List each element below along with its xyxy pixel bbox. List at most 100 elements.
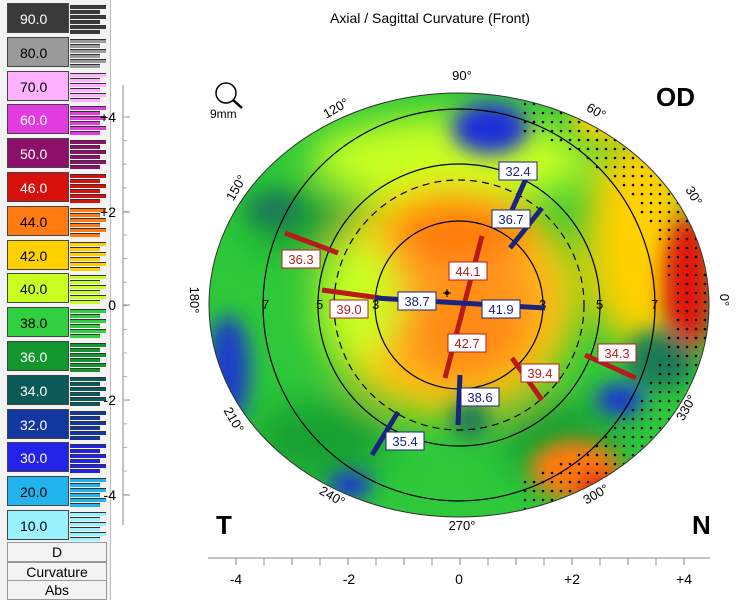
sample-dot	[658, 381, 662, 385]
cornea-outline	[208, 92, 710, 518]
legend-swatch: 70.0	[7, 70, 69, 101]
legend-swatch: 34.0	[7, 374, 69, 405]
zoom-label: 9mm	[210, 107, 237, 121]
sample-dot	[604, 147, 608, 151]
sample-dot	[622, 453, 626, 457]
color-scale-legend: 90.0 80.0 70.0 60.0 50.0 46.0 44.0 42.0 40.0 38.0…	[0, 0, 111, 600]
reading-box	[460, 387, 500, 407]
sample-dot	[541, 111, 545, 115]
sample-dot	[541, 498, 545, 502]
y-tick-label: +4	[100, 109, 116, 125]
sample-dot	[550, 120, 554, 124]
sample-dot	[559, 462, 563, 466]
legend-swatch: 80.0	[7, 36, 69, 67]
reading-value: 38.7	[404, 294, 429, 309]
sample-dot	[523, 498, 527, 502]
reading-labels: 32.4 36.7 36.3 44.1 39.0 38.7 41.9 42.7 39.4 34.3…	[281, 161, 637, 451]
legend-gradation	[70, 138, 108, 170]
sample-dot	[532, 489, 536, 493]
sample-dot	[586, 480, 590, 484]
sample-dot	[667, 372, 671, 376]
sample-dot	[694, 282, 698, 286]
reading-box	[491, 209, 531, 229]
sample-dot	[649, 183, 653, 187]
sample-dot	[559, 138, 563, 142]
sample-dot	[640, 201, 644, 205]
sample-dot	[586, 129, 590, 133]
sample-dot	[640, 192, 644, 196]
sample-dot	[613, 444, 617, 448]
sample-dot	[685, 246, 689, 250]
sample-dot	[532, 111, 536, 115]
legend-swatch: 44.0	[7, 205, 69, 236]
sample-dot	[685, 327, 689, 331]
sample-dot	[676, 237, 680, 241]
sample-dot	[676, 210, 680, 214]
sample-dot	[595, 138, 599, 142]
sample-dot	[631, 435, 635, 439]
sample-dot	[694, 336, 698, 340]
legend-swatch: 20.0	[7, 476, 69, 507]
sample-dot	[694, 255, 698, 259]
sample-dot	[658, 228, 662, 232]
sample-dot	[694, 291, 698, 295]
reading-value: 36.3	[288, 252, 313, 267]
sample-dot	[649, 408, 653, 412]
sample-dot	[694, 273, 698, 277]
sample-dot	[694, 327, 698, 331]
sample-dot	[541, 120, 545, 124]
sample-dot	[685, 264, 689, 268]
sample-dot	[532, 498, 536, 502]
sample-dot	[703, 309, 707, 313]
sample-dot	[676, 309, 680, 313]
sample-dot	[631, 408, 635, 412]
y-tick-label: -4	[104, 487, 117, 503]
sample-dot	[649, 210, 653, 214]
sample-dot	[532, 480, 536, 484]
sample-dot	[658, 219, 662, 223]
sample-dot	[685, 363, 689, 367]
sample-dot	[694, 246, 698, 250]
angle-label: 180°	[187, 287, 202, 314]
sample-dot	[613, 435, 617, 439]
sample-dot	[667, 381, 671, 385]
sample-dot	[613, 453, 617, 457]
sample-dot	[622, 417, 626, 421]
temporal-label: T	[216, 510, 232, 540]
sample-dot	[640, 165, 644, 169]
angle-label: 270°	[449, 518, 476, 533]
sample-dot	[649, 435, 653, 439]
sample-dot	[658, 372, 662, 376]
angle-label: 0°	[717, 294, 732, 306]
sample-dot	[586, 462, 590, 466]
sample-dot	[703, 300, 707, 304]
sample-dot	[667, 228, 671, 232]
sample-dot	[613, 174, 617, 178]
sample-dot	[685, 345, 689, 349]
sample-dot	[685, 372, 689, 376]
sample-dot	[604, 156, 608, 160]
reading-value: 36.7	[498, 212, 523, 227]
sample-dot	[667, 201, 671, 205]
sample-dot	[694, 363, 698, 367]
sample-dot	[694, 264, 698, 268]
sample-dot	[649, 192, 653, 196]
sample-dot	[613, 156, 617, 160]
sample-dot	[685, 228, 689, 232]
sample-dot	[559, 129, 563, 133]
sample-dot	[622, 147, 626, 151]
sample-dot	[685, 237, 689, 241]
sample-dot	[523, 102, 527, 106]
sample-dot	[667, 210, 671, 214]
sample-dot	[703, 273, 707, 277]
legend-gradation	[70, 37, 108, 68]
magnifier-icon[interactable]	[215, 82, 243, 109]
legend-gradation	[70, 510, 108, 541]
sample-dot	[559, 489, 563, 493]
sample-dot	[667, 219, 671, 223]
sample-dot	[631, 444, 635, 448]
sample-dot	[595, 471, 599, 475]
sample-dot	[676, 354, 680, 358]
legend-gradation	[70, 104, 108, 136]
